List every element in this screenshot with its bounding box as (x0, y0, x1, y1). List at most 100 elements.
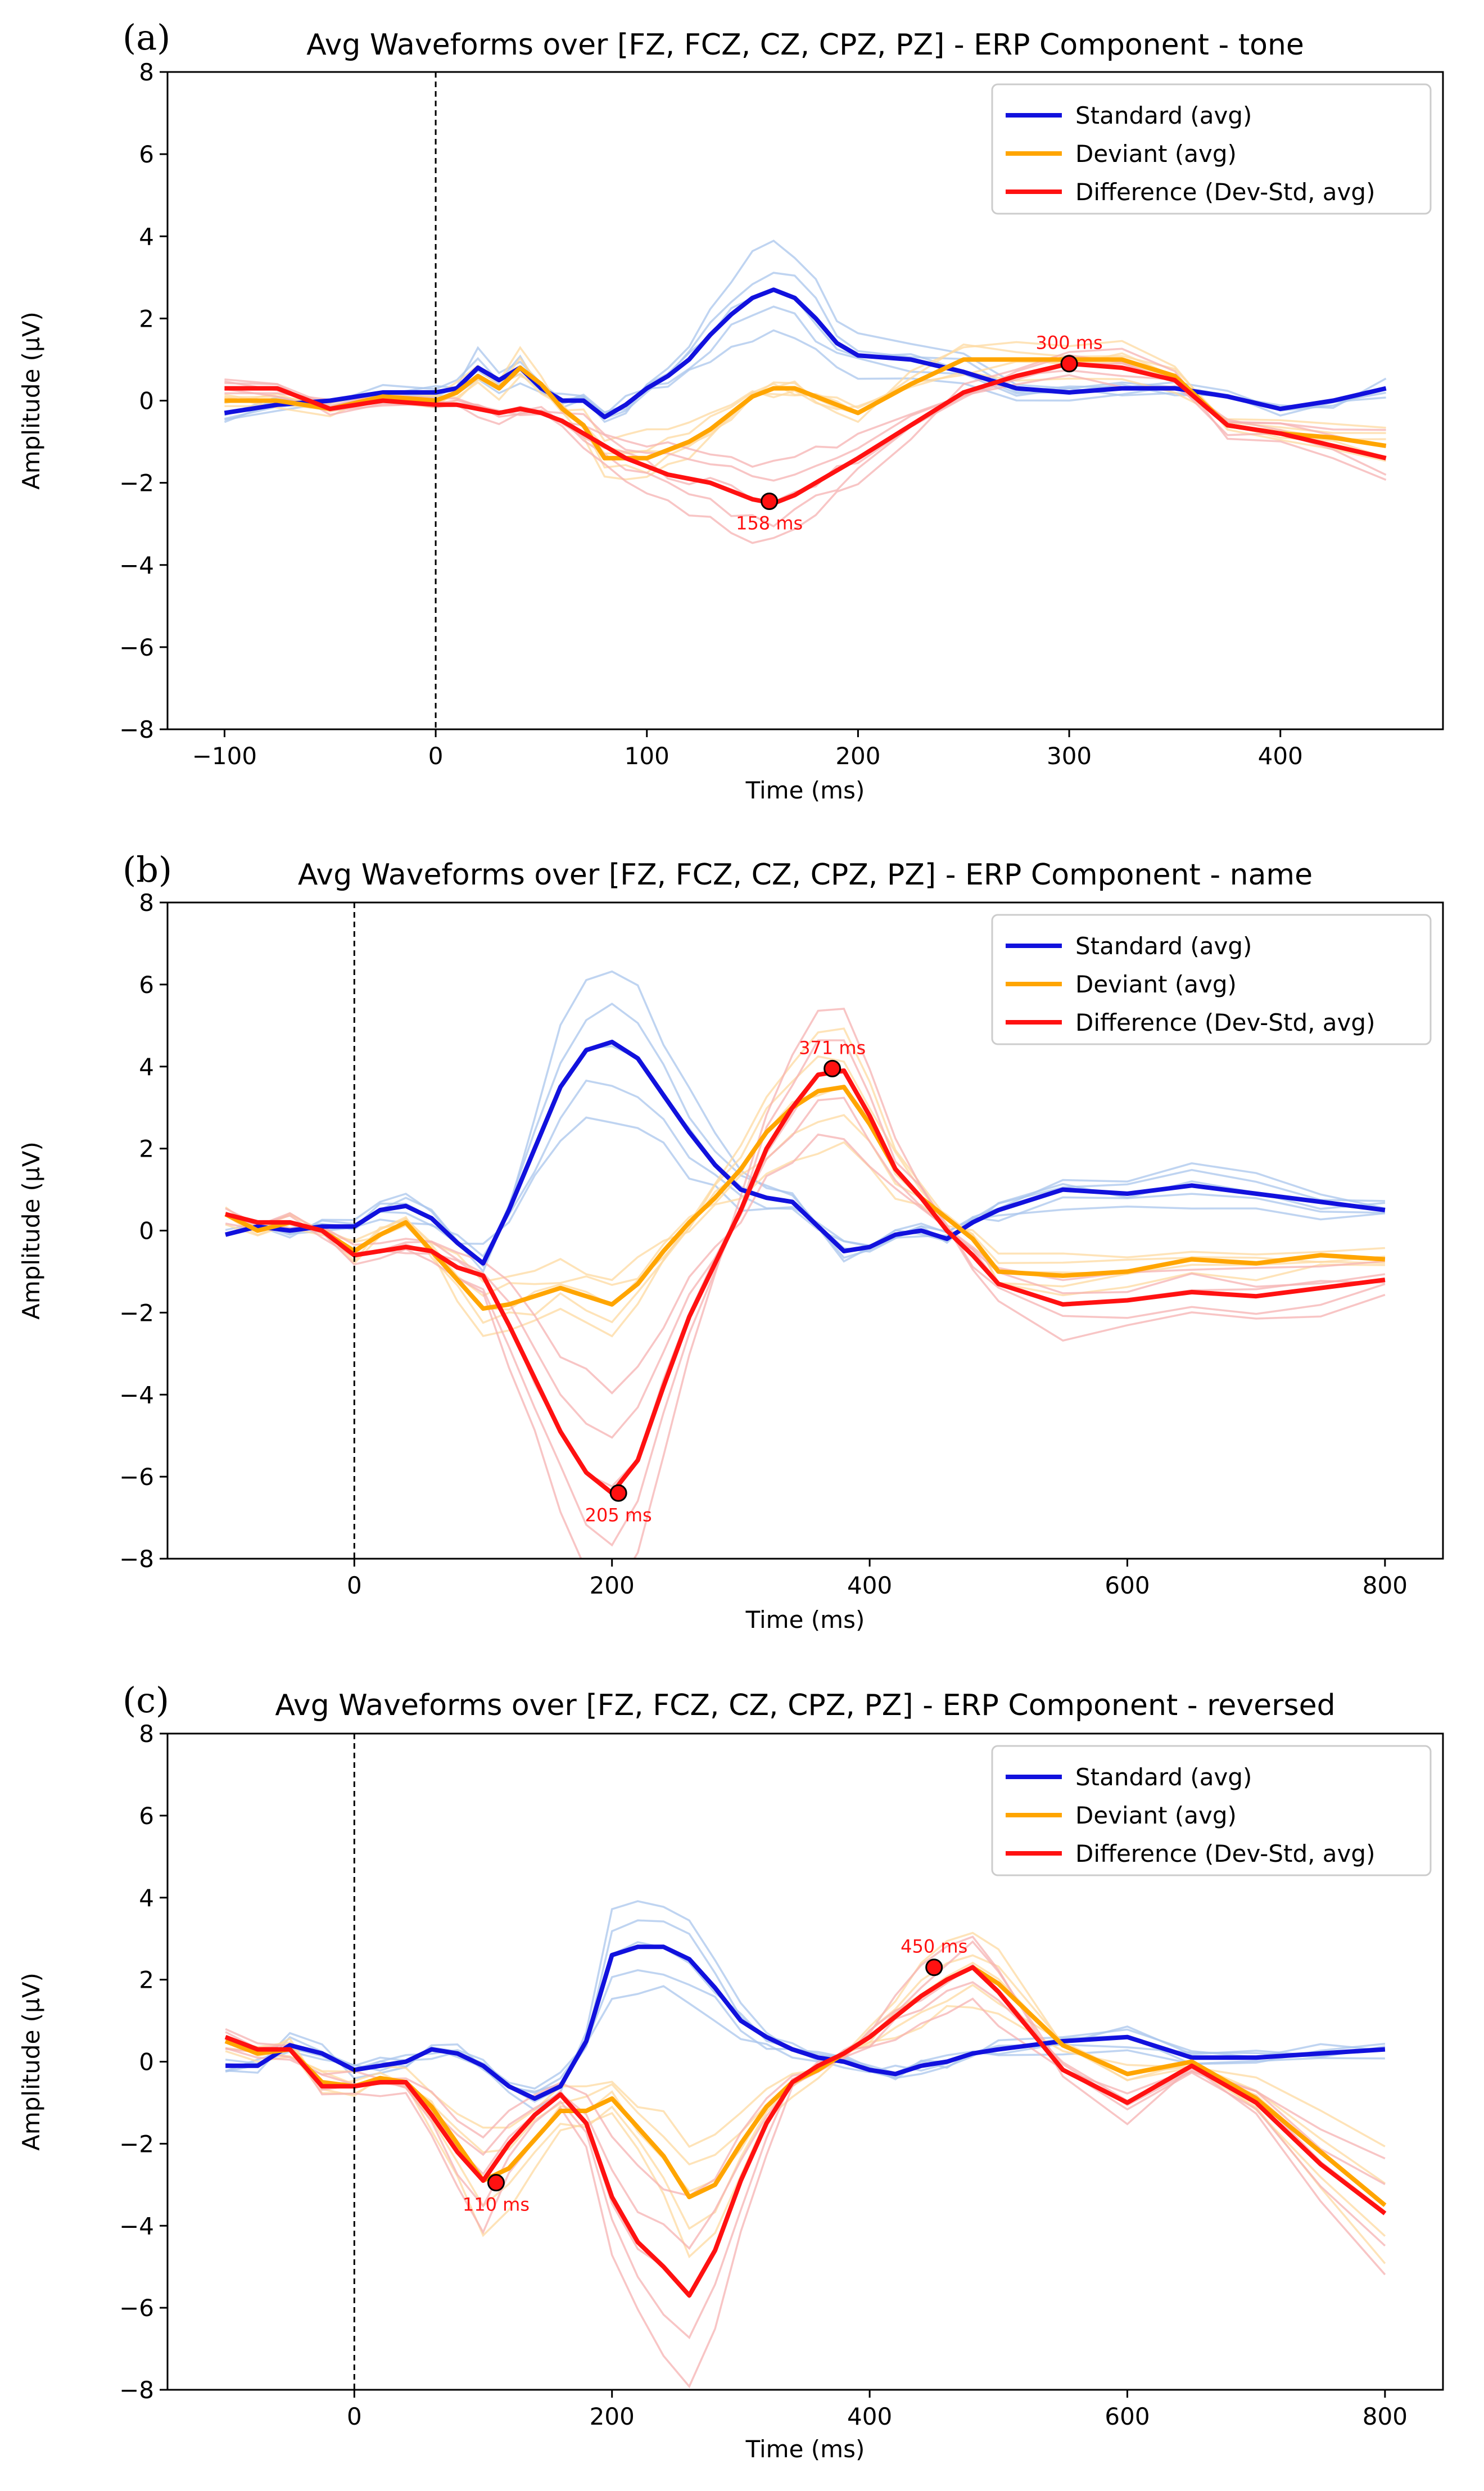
peak-marker (1060, 355, 1078, 373)
y-tick-label: 0 (139, 2048, 154, 2076)
x-tick-label: 0 (428, 742, 444, 770)
x-axis-label: Time (ms) (745, 777, 865, 804)
peak-label: 300 ms (1036, 332, 1103, 354)
legend-label: Difference (Dev-Std, avg) (1075, 1009, 1375, 1036)
legend-box (991, 914, 1432, 1045)
legend-label: Deviant (avg) (1075, 1802, 1237, 1829)
standard-avg-line (225, 1040, 1386, 1266)
chart-title: Avg Waveforms over [FZ, FCZ, CZ, CPZ, PZ… (298, 858, 1313, 892)
deviant-channel-trace (225, 1055, 1385, 1324)
peak-marker (609, 1484, 627, 1502)
peak-label: 110 ms (463, 2194, 530, 2215)
y-tick-label: 8 (139, 889, 154, 917)
y-tick-label: 6 (139, 141, 154, 168)
standard-avg-line (224, 287, 1387, 419)
difference-channel-trace (225, 1981, 1386, 2250)
peak-marker (761, 493, 779, 511)
y-tick-label: −2 (119, 1299, 154, 1326)
x-tick-label: 800 (1363, 2403, 1408, 2430)
standard-channel-trace (225, 1985, 1385, 2090)
legend-label: Standard (avg) (1075, 102, 1252, 129)
difference-channel-trace (224, 348, 1387, 544)
y-axis-label: Amplitude (µV) (17, 1141, 45, 1320)
deviant-channel-trace (224, 340, 1386, 481)
peak-label: 205 ms (585, 1504, 652, 1526)
y-tick-label: 0 (139, 1217, 154, 1245)
difference-channel-trace (225, 1039, 1386, 1547)
x-axis-label: Time (ms) (745, 1606, 865, 1633)
y-tick-label: 6 (139, 971, 154, 999)
chart-title: Avg Waveforms over [FZ, FCZ, CZ, CPZ, PZ… (306, 28, 1304, 62)
difference-channel-trace (225, 1964, 1386, 2299)
legend-box (991, 83, 1432, 215)
deviant-channel-trace (225, 2005, 1386, 2148)
legend-label: Deviant (avg) (1075, 971, 1237, 998)
y-tick-label: 8 (139, 1720, 154, 1748)
peak-marker (487, 2174, 505, 2192)
difference-channel-trace (225, 1096, 1386, 1439)
y-tick-label: 6 (139, 1802, 154, 1830)
y-tick-label: −2 (119, 470, 154, 497)
standard-avg-line (225, 1944, 1386, 2101)
standard-channel-trace (225, 1045, 1386, 1266)
difference-channel-trace (225, 1997, 1386, 2197)
deviant-channel-trace (224, 371, 1386, 443)
legend-label: Standard (avg) (1075, 932, 1252, 960)
y-tick-label: −2 (119, 2130, 154, 2158)
y-tick-label: −4 (119, 552, 154, 579)
y-tick-label: −4 (119, 1381, 154, 1409)
y-tick-label: 4 (139, 223, 154, 250)
difference-channel-trace (224, 354, 1387, 528)
standard-channel-trace (225, 1079, 1385, 1258)
x-tick-label: 100 (625, 742, 669, 770)
y-tick-label: 4 (139, 1053, 154, 1081)
plot-area (224, 1900, 1387, 2389)
y-tick-label: −4 (119, 2212, 154, 2240)
y-tick-label: 0 (139, 387, 154, 415)
difference-channel-trace (225, 1072, 1385, 1488)
y-tick-label: −8 (119, 2376, 154, 2404)
legend-label: Difference (Dev-Std, avg) (1075, 1840, 1375, 1867)
legend: Standard (avg) Deviant (avg) Difference (D… (991, 83, 1432, 215)
standard-channel-trace (225, 1002, 1385, 1268)
y-tick-label: 8 (139, 58, 154, 86)
difference-avg-line (224, 1965, 1387, 2298)
x-tick-label: 0 (347, 1572, 362, 1599)
deviant-channel-trace (225, 1932, 1386, 2264)
panel-tone: (a) Avg Waveforms over [FZ, FCZ, CZ, CPZ,… (17, 17, 1444, 804)
y-axis-label: Amplitude (µV) (17, 1973, 45, 2151)
y-tick-label: 2 (139, 305, 154, 332)
chart-title: Avg Waveforms over [FZ, FCZ, CZ, CPZ, PZ… (275, 1689, 1335, 1722)
x-tick-label: 200 (590, 1572, 635, 1599)
x-tick-label: 800 (1363, 1572, 1408, 1599)
legend: Standard (avg) Deviant (avg) Difference (D… (991, 914, 1432, 1045)
standard-channel-trace (225, 1919, 1386, 2103)
y-tick-label: −8 (119, 716, 154, 743)
legend-label: Standard (avg) (1075, 1763, 1252, 1791)
panel-label: (a) (123, 17, 170, 58)
x-tick-label: 600 (1105, 1572, 1150, 1599)
x-tick-label: 400 (1258, 742, 1303, 770)
y-tick-label: −6 (119, 634, 154, 661)
panel-name: (b) Avg Waveforms over [FZ, FCZ, CZ, CPZ,… (17, 849, 1444, 1633)
panel-label: (c) (123, 1680, 169, 1721)
panel-label: (b) (123, 849, 172, 890)
difference-avg-line (225, 1068, 1386, 1496)
difference-avg-line (224, 361, 1387, 506)
legend-label: Deviant (avg) (1075, 140, 1237, 168)
x-tick-label: 400 (847, 1572, 892, 1599)
peak-marker (925, 1958, 943, 1976)
deviant-avg-line (224, 1085, 1386, 1311)
peak-marker (824, 1059, 841, 1077)
difference-channel-trace (225, 1935, 1386, 2389)
peak-label: 450 ms (901, 1936, 967, 1957)
difference-channel-trace (224, 362, 1386, 503)
difference-channel-trace (225, 1133, 1386, 1395)
legend-box (991, 1745, 1432, 1876)
y-tick-label: 2 (139, 1966, 154, 1994)
panel-reversed: (c) Avg Waveforms over [FZ, FCZ, CZ, CPZ,… (17, 1680, 1444, 2463)
plot-area (224, 970, 1386, 1559)
y-tick-label: 2 (139, 1135, 154, 1163)
x-tick-label: 400 (847, 2403, 892, 2430)
